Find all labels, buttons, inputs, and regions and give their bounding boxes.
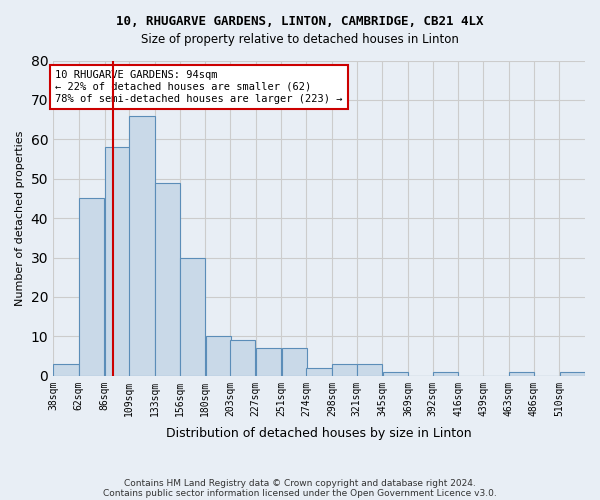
Text: Size of property relative to detached houses in Linton: Size of property relative to detached ho…	[141, 32, 459, 46]
Text: 10 RHUGARVE GARDENS: 94sqm
← 22% of detached houses are smaller (62)
78% of semi: 10 RHUGARVE GARDENS: 94sqm ← 22% of deta…	[55, 70, 343, 104]
Bar	[230, 340, 256, 376]
Bar	[433, 372, 458, 376]
Bar	[383, 372, 408, 376]
Bar	[560, 372, 585, 376]
Bar	[53, 364, 79, 376]
Y-axis label: Number of detached properties: Number of detached properties	[15, 130, 25, 306]
Bar	[105, 147, 130, 376]
Bar	[79, 198, 104, 376]
Bar	[130, 116, 155, 376]
Bar	[307, 368, 332, 376]
Text: Contains public sector information licensed under the Open Government Licence v3: Contains public sector information licen…	[103, 488, 497, 498]
Bar	[332, 364, 358, 376]
Bar	[256, 348, 281, 376]
Bar	[282, 348, 307, 376]
Bar	[155, 182, 181, 376]
Text: 10, RHUGARVE GARDENS, LINTON, CAMBRIDGE, CB21 4LX: 10, RHUGARVE GARDENS, LINTON, CAMBRIDGE,…	[116, 15, 484, 28]
Text: Contains HM Land Registry data © Crown copyright and database right 2024.: Contains HM Land Registry data © Crown c…	[124, 478, 476, 488]
Bar	[206, 336, 231, 376]
Bar	[509, 372, 535, 376]
Bar	[357, 364, 382, 376]
Bar	[180, 258, 205, 376]
X-axis label: Distribution of detached houses by size in Linton: Distribution of detached houses by size …	[166, 427, 472, 440]
